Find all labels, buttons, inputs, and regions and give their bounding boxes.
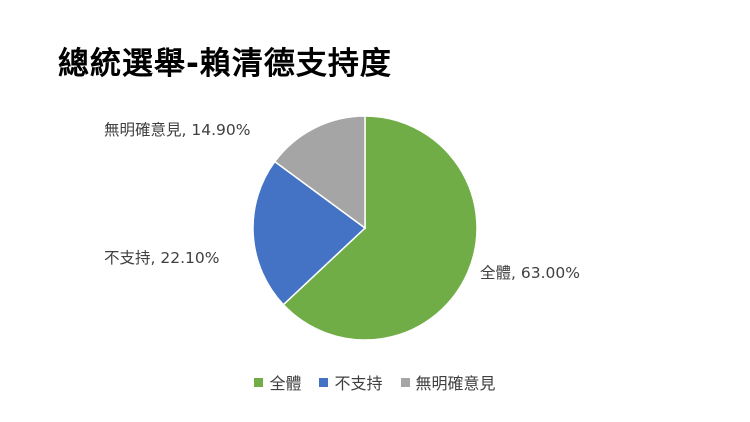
legend-swatch bbox=[254, 377, 264, 387]
data-label-overall: 全體, 63.00% bbox=[480, 264, 580, 282]
legend-label: 無明確意見 bbox=[415, 374, 496, 393]
legend-swatch bbox=[319, 377, 329, 387]
legend-swatch bbox=[400, 377, 410, 387]
legend-label: 全體 bbox=[269, 374, 302, 393]
legend: 全體 不支持 無明確意見 bbox=[0, 370, 750, 394]
slice-no-opinion bbox=[273, 115, 366, 230]
data-label-not-support: 不支持, 22.10% bbox=[104, 249, 220, 267]
legend-item-not-support: 不支持 bbox=[319, 370, 383, 394]
data-label-no-opinion: 無明確意見, 14.90% bbox=[104, 121, 251, 139]
chart-title: 總統選舉-賴清德支持度 bbox=[58, 46, 392, 82]
legend-item-overall: 全體 bbox=[254, 370, 301, 394]
slice-overall bbox=[282, 115, 478, 341]
legend-item-no-opinion: 無明確意見 bbox=[400, 370, 496, 394]
slice-not-support bbox=[252, 160, 367, 306]
legend-label: 不支持 bbox=[334, 374, 383, 393]
